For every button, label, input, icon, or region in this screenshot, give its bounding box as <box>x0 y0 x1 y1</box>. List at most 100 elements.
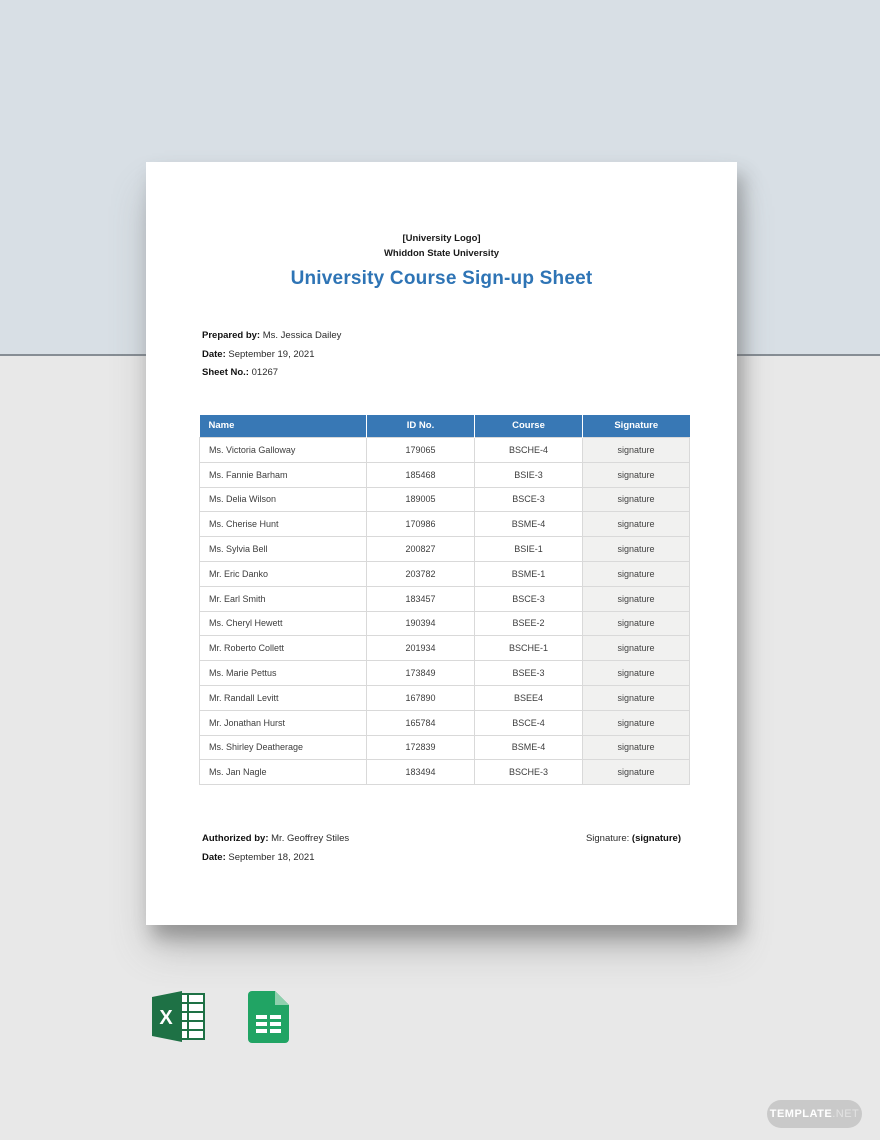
table-row: Ms. Cheryl Hewett 190394 BSEE-2 signatur… <box>199 610 690 637</box>
cell-signature: signature <box>582 461 690 488</box>
cell-name: Ms. Jan Nagle <box>199 759 367 786</box>
prepared-by-line: Prepared by: Ms. Jessica Dailey <box>202 327 681 346</box>
excel-file-icon[interactable]: X <box>152 991 207 1048</box>
cell-signature: signature <box>582 560 690 587</box>
cell-course: BSEE-2 <box>474 610 583 637</box>
table-row: Mr. Earl Smith 183457 BSCE-3 signature <box>199 585 690 612</box>
prepared-by-value: Ms. Jessica Dailey <box>262 330 342 341</box>
cell-signature: signature <box>582 684 690 711</box>
signup-table: Name ID No. Course Signature Ms. Victori… <box>199 414 690 786</box>
prepared-by-label: Prepared by: <box>202 330 261 341</box>
cell-course: BSCE-4 <box>474 709 583 736</box>
cell-course: BSCE-3 <box>474 585 583 612</box>
university-logo-placeholder: [University Logo] <box>402 233 481 244</box>
cell-id: 170986 <box>366 511 475 538</box>
cell-name: Ms. Delia Wilson <box>199 486 367 513</box>
google-sheets-file-icon[interactable] <box>248 991 289 1048</box>
cell-course: BSME-4 <box>474 734 583 761</box>
cell-name: Mr. Randall Levitt <box>199 684 367 711</box>
cell-id: 173849 <box>366 660 475 686</box>
cell-id: 167890 <box>366 684 475 711</box>
cell-name: Ms. Shirley Deatherage <box>199 734 367 761</box>
cell-name: Ms. Marie Pettus <box>199 660 367 686</box>
cell-id: 190394 <box>366 610 475 637</box>
cell-id: 183494 <box>366 759 475 786</box>
authorized-date-line: Date: September 18, 2021 <box>202 849 349 868</box>
date-label: Date: <box>202 348 226 360</box>
cell-id: 179065 <box>366 437 475 463</box>
table-row: Ms. Shirley Deatherage 172839 BSME-4 sig… <box>199 734 690 761</box>
cell-signature: signature <box>582 734 690 761</box>
table-row: Ms. Fannie Barham 185468 BSIE-3 signatur… <box>199 461 690 488</box>
table-row: Mr. Jonathan Hurst 165784 BSCE-4 signatu… <box>199 709 690 736</box>
cell-name: Mr. Roberto Collett <box>199 635 367 662</box>
cell-id: 189005 <box>366 486 475 513</box>
table-row: Ms. Marie Pettus 173849 BSEE-3 signature <box>199 660 690 686</box>
column-header-course: Course <box>474 414 583 438</box>
svg-text:X: X <box>159 1007 173 1029</box>
cell-course: BSEE4 <box>474 684 583 711</box>
authorized-date-value: September 18, 2021 <box>228 851 315 863</box>
cell-id: 200827 <box>366 536 475 562</box>
footer-right: Signature: (signature) <box>586 830 681 867</box>
cell-course: BSME-4 <box>474 511 583 538</box>
cell-signature: signature <box>582 511 690 538</box>
footer-left: Authorized by: Mr. Geoffrey Stiles Date:… <box>202 830 349 867</box>
signature-value: (signature) <box>631 833 681 845</box>
file-format-icons: X <box>152 991 289 1048</box>
table-row: Mr. Randall Levitt 167890 BSEE4 signatur… <box>199 684 690 711</box>
cell-signature: signature <box>582 759 690 786</box>
signup-table-header: Name ID No. Course Signature <box>199 414 690 438</box>
cell-signature: signature <box>582 660 690 686</box>
document-footer: Authorized by: Mr. Geoffrey Stiles Date:… <box>202 830 681 867</box>
cell-course: BSCHE-1 <box>474 635 583 662</box>
university-name: Whiddon State University <box>383 248 500 259</box>
table-row: Ms. Sylvia Bell 200827 BSIE-1 signature <box>199 536 690 562</box>
cell-id: 183457 <box>366 585 475 612</box>
column-header-name: Name <box>199 414 367 438</box>
cell-id: 185468 <box>366 461 475 488</box>
cell-course: BSIE-3 <box>474 461 583 488</box>
cell-name: Ms. Cheryl Hewett <box>199 610 367 637</box>
signup-table-body: Ms. Victoria Galloway 179065 BSCHE-4 sig… <box>199 437 690 786</box>
document-page: [University Logo] Whiddon State Universi… <box>146 162 737 925</box>
page-title: University Course Sign-up Sheet <box>290 268 593 289</box>
cell-course: BSME-1 <box>474 560 583 587</box>
cell-signature: signature <box>582 585 690 612</box>
template-net-badge: TEMPLATE .NET <box>767 1100 862 1128</box>
authorized-date-label: Date: <box>202 851 226 863</box>
sheet-no-line: Sheet No.: 01267 <box>202 364 681 383</box>
cell-id: 203782 <box>366 560 475 587</box>
cell-name: Mr. Earl Smith <box>199 585 367 612</box>
cell-name: Ms. Sylvia Bell <box>199 536 367 562</box>
cell-signature: signature <box>582 437 690 463</box>
badge-name: TEMPLATE <box>769 1108 833 1120</box>
authorized-by-value: Mr. Geoffrey Stiles <box>271 833 350 845</box>
cell-course: BSCE-3 <box>474 486 583 513</box>
column-header-id: ID No. <box>366 414 475 438</box>
cell-signature: signature <box>582 536 690 562</box>
signature-label: Signature: <box>585 833 630 845</box>
cell-name: Mr. Eric Danko <box>199 560 367 587</box>
cell-signature: signature <box>582 610 690 637</box>
sheet-no-value: 01267 <box>251 367 279 378</box>
cell-id: 165784 <box>366 709 475 736</box>
authorized-by-line: Authorized by: Mr. Geoffrey Stiles <box>202 830 349 849</box>
document-meta: Prepared by: Ms. Jessica Dailey Date: Se… <box>202 327 681 383</box>
date-line: Date: September 19, 2021 <box>202 346 681 365</box>
cell-name: Mr. Jonathan Hurst <box>199 709 367 736</box>
document-header: [University Logo] Whiddon State Universi… <box>146 162 737 290</box>
cell-signature: signature <box>582 486 690 513</box>
table-row: Ms. Delia Wilson 189005 BSCE-3 signature <box>199 486 690 513</box>
cell-course: BSIE-1 <box>474 536 583 562</box>
cell-name: Ms. Fannie Barham <box>199 461 367 488</box>
cell-signature: signature <box>582 635 690 662</box>
cell-id: 172839 <box>366 734 475 761</box>
table-row: Mr. Roberto Collett 201934 BSCHE-1 signa… <box>199 635 690 662</box>
cell-name: Ms. Victoria Galloway <box>199 437 367 463</box>
badge-suffix: .NET <box>832 1108 860 1120</box>
signature-line: Signature: (signature) <box>586 830 681 849</box>
cell-id: 201934 <box>366 635 475 662</box>
table-row: Ms. Jan Nagle 183494 BSCHE-3 signature <box>199 759 690 786</box>
cell-course: BSCHE-3 <box>474 759 583 786</box>
